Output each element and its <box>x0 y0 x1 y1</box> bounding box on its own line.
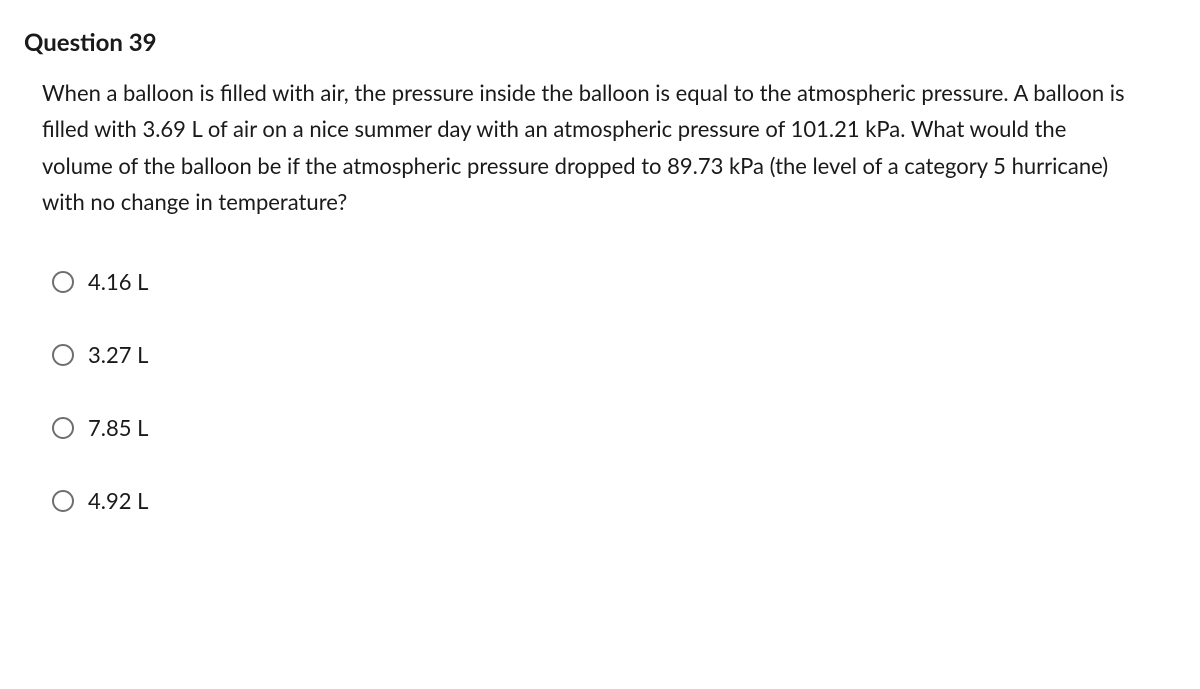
option-label: 3.27 L <box>88 341 148 368</box>
radio-icon <box>52 271 74 293</box>
option-label: 7.85 L <box>88 414 148 441</box>
options-group: 4.16 L 3.27 L 7.85 L 4.92 L <box>42 268 1176 514</box>
option-4[interactable]: 4.92 L <box>52 487 1176 514</box>
option-label: 4.92 L <box>88 487 148 514</box>
radio-icon <box>52 490 74 512</box>
option-1[interactable]: 4.16 L <box>52 268 1176 295</box>
option-3[interactable]: 7.85 L <box>52 414 1176 441</box>
radio-icon <box>52 417 74 439</box>
option-2[interactable]: 3.27 L <box>52 341 1176 368</box>
radio-icon <box>52 344 74 366</box>
question-text: When a balloon is filled with air, the p… <box>42 75 1142 220</box>
question-number: Question 39 <box>24 28 1176 57</box>
question-body: When a balloon is filled with air, the p… <box>24 75 1176 514</box>
option-label: 4.16 L <box>88 268 148 295</box>
